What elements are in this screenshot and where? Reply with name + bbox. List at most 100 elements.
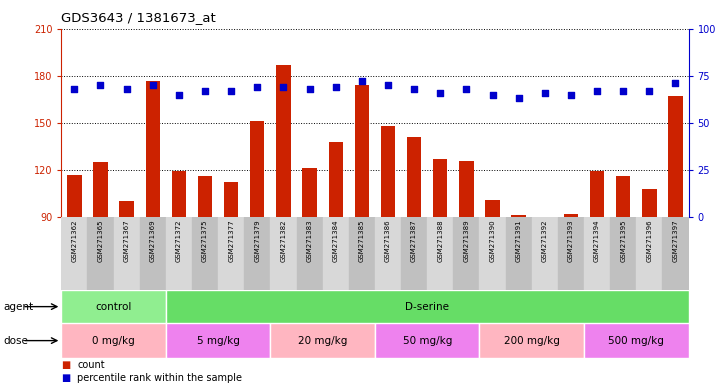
Bar [172, 172, 186, 217]
Point [382, 82, 394, 88]
Text: GSM271391: GSM271391 [516, 219, 522, 262]
Bar [224, 182, 239, 217]
Text: GSM271385: GSM271385 [359, 219, 365, 262]
Bar [61, 217, 87, 290]
Bar [375, 217, 401, 290]
Point [330, 84, 342, 90]
Bar [584, 323, 689, 358]
Point [617, 88, 629, 94]
Text: GSM271394: GSM271394 [594, 219, 600, 262]
Text: percentile rank within the sample: percentile rank within the sample [77, 373, 242, 383]
Text: GSM271393: GSM271393 [568, 219, 574, 262]
Bar [120, 201, 134, 217]
Text: GDS3643 / 1381673_at: GDS3643 / 1381673_at [61, 12, 216, 25]
Bar [302, 168, 317, 217]
Point [226, 88, 237, 94]
Bar [538, 217, 552, 222]
Point [173, 91, 185, 98]
Bar [166, 323, 270, 358]
Bar [636, 217, 663, 290]
Text: GSM271395: GSM271395 [620, 219, 627, 262]
Point [147, 82, 159, 88]
Bar [485, 200, 500, 217]
Bar [166, 217, 192, 290]
Bar [407, 137, 421, 217]
Point [94, 82, 106, 88]
Bar [381, 126, 395, 217]
Bar [67, 175, 81, 217]
Bar [244, 217, 270, 290]
Point [513, 95, 524, 101]
Text: GSM271362: GSM271362 [71, 219, 77, 262]
Bar [218, 217, 244, 290]
Bar [459, 161, 474, 217]
Bar [93, 162, 107, 217]
Bar [192, 217, 218, 290]
Bar [114, 217, 140, 290]
Bar [61, 290, 166, 323]
Bar [558, 217, 584, 290]
Bar [479, 323, 584, 358]
Bar [511, 215, 526, 217]
Text: GSM271384: GSM271384 [332, 219, 339, 262]
Bar [323, 217, 349, 290]
Text: agent: agent [4, 301, 34, 312]
Bar [349, 217, 375, 290]
Bar [355, 85, 369, 217]
Text: GSM271372: GSM271372 [176, 219, 182, 262]
Bar [584, 217, 610, 290]
Bar [140, 217, 166, 290]
Text: GSM271396: GSM271396 [646, 219, 653, 262]
Bar [87, 217, 114, 290]
Point [278, 84, 289, 90]
Bar [270, 217, 296, 290]
Text: count: count [77, 360, 105, 370]
Point [304, 86, 315, 92]
Text: GSM271386: GSM271386 [385, 219, 391, 262]
Bar [610, 217, 636, 290]
Text: GSM271367: GSM271367 [123, 219, 130, 262]
Text: 50 mg/kg: 50 mg/kg [402, 336, 452, 346]
Point [565, 91, 577, 98]
Bar [590, 172, 604, 217]
Point [435, 90, 446, 96]
Point [670, 80, 681, 86]
Bar [454, 217, 479, 290]
Bar [296, 217, 323, 290]
Point [252, 84, 263, 90]
Bar [505, 217, 531, 290]
Point [644, 88, 655, 94]
Point [487, 91, 498, 98]
Bar [642, 189, 657, 217]
Text: ■: ■ [61, 360, 71, 370]
Text: GSM271383: GSM271383 [306, 219, 313, 262]
Text: GSM271389: GSM271389 [464, 219, 469, 262]
Point [121, 86, 133, 92]
Text: GSM271392: GSM271392 [541, 219, 548, 262]
Bar [375, 323, 479, 358]
Text: 0 mg/kg: 0 mg/kg [92, 336, 135, 346]
Text: GSM271387: GSM271387 [411, 219, 417, 262]
Text: 200 mg/kg: 200 mg/kg [504, 336, 559, 346]
Point [408, 86, 420, 92]
Text: GSM271365: GSM271365 [97, 219, 104, 262]
Text: D-serine: D-serine [405, 301, 449, 312]
Bar [276, 65, 291, 217]
Bar [531, 217, 558, 290]
Bar [401, 217, 427, 290]
Bar [329, 142, 343, 217]
Point [68, 86, 80, 92]
Bar [668, 96, 683, 217]
Text: GSM271377: GSM271377 [228, 219, 234, 262]
Bar [250, 121, 265, 217]
Bar [198, 176, 212, 217]
Point [591, 88, 603, 94]
Bar [427, 217, 454, 290]
Bar [61, 323, 166, 358]
Text: control: control [95, 301, 132, 312]
Text: 500 mg/kg: 500 mg/kg [609, 336, 664, 346]
Text: ■: ■ [61, 373, 71, 383]
Point [461, 86, 472, 92]
Bar [166, 290, 689, 323]
Text: 5 mg/kg: 5 mg/kg [197, 336, 239, 346]
